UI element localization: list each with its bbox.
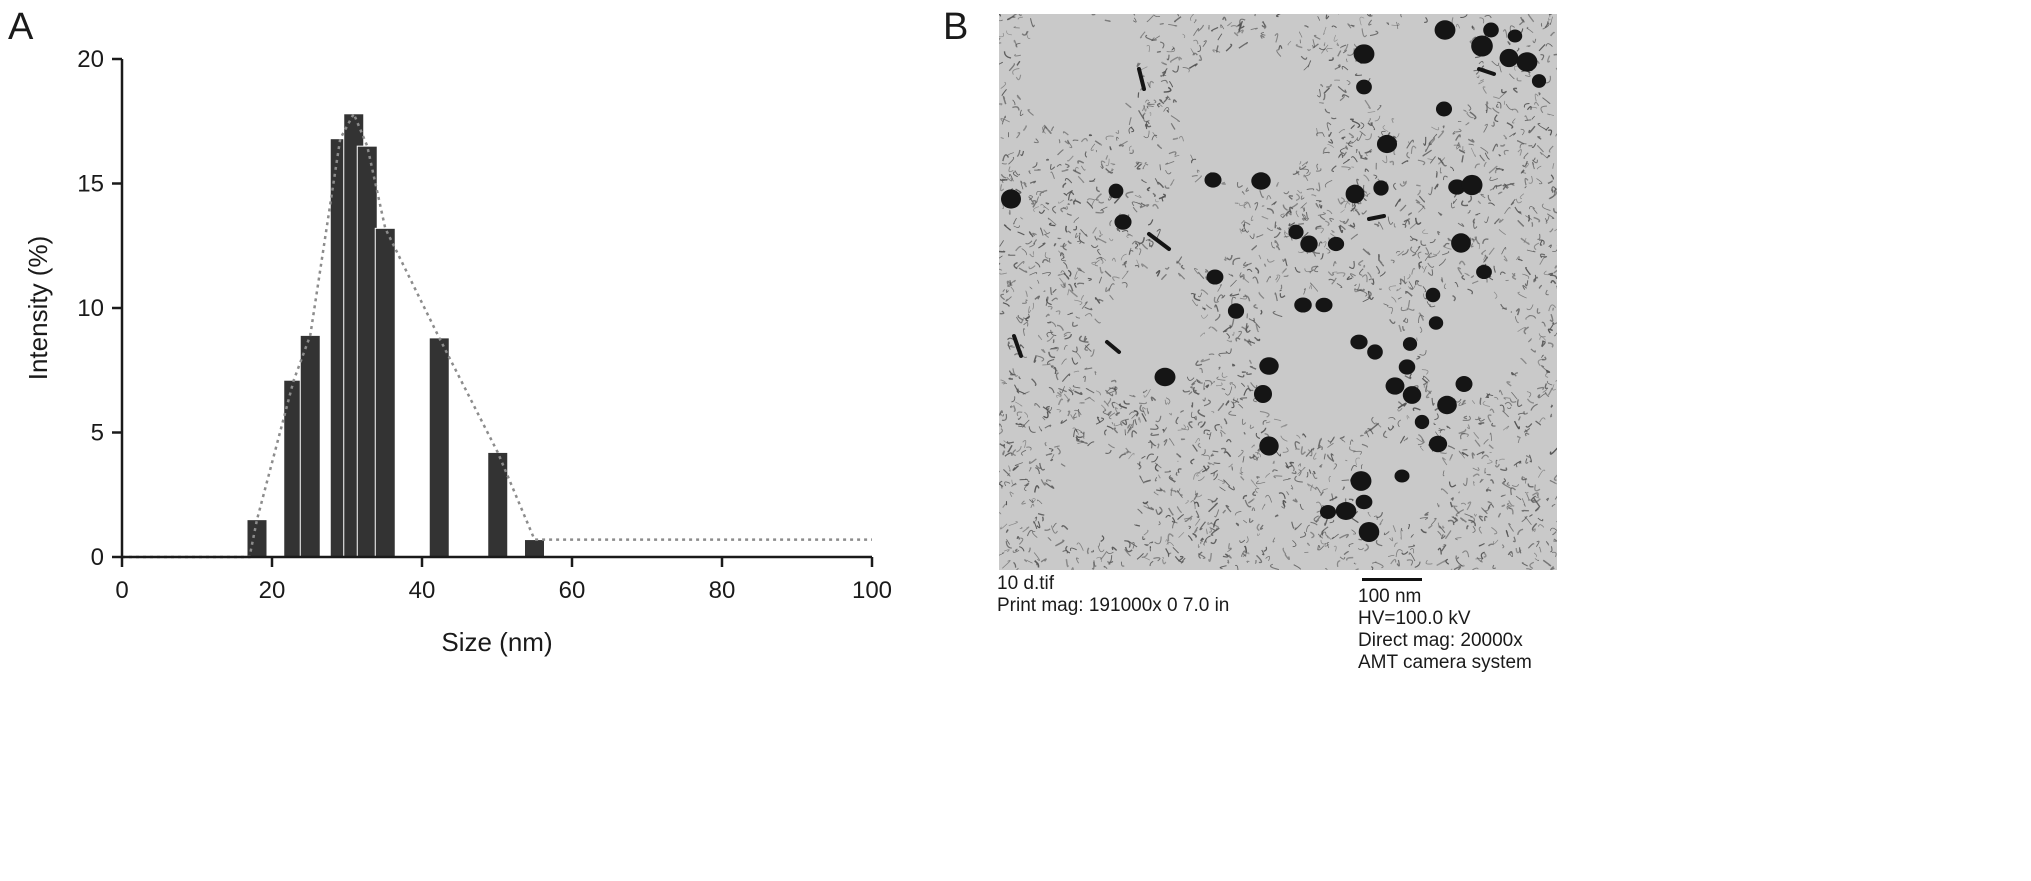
micrograph-caption-right: 100 nm HV=100.0 kV Direct mag: 20000x AM… bbox=[1358, 586, 1532, 674]
scale-bar-label: 100 nm bbox=[1358, 586, 1422, 607]
x-tick-label-0: 0 bbox=[115, 577, 128, 604]
bar-8 bbox=[487, 451, 509, 558]
nanoparticles bbox=[1000, 20, 1547, 543]
size-distribution-chart: 0 20 40 60 80 100 0 5 10 15 20 Size (nm) Intensity… bbox=[23, 46, 892, 657]
bar-2 bbox=[299, 334, 321, 558]
micrograph-caption-left: 10 d.tif Print mag: 191000x 0 7.0 in bbox=[997, 573, 1229, 617]
y-tick-label-15: 15 bbox=[77, 171, 104, 198]
ticks-layer: 0 20 40 60 80 100 0 5 10 15 20 bbox=[77, 46, 892, 604]
x-tick-label-100: 100 bbox=[852, 577, 892, 604]
bar-7 bbox=[428, 337, 450, 558]
x-tick-label-60: 60 bbox=[559, 577, 586, 604]
x-axis-title: Size (nm) bbox=[441, 627, 552, 657]
y-tick-label-0: 0 bbox=[91, 544, 104, 571]
y-tick-label-20: 20 bbox=[77, 46, 104, 73]
camera-label: AMT camera system bbox=[1358, 652, 1532, 673]
x-tick-label-80: 80 bbox=[709, 577, 736, 604]
bar-6 bbox=[374, 227, 396, 558]
tem-micrograph bbox=[999, 14, 1557, 570]
panel-b-label: B bbox=[943, 6, 969, 48]
hv-label: HV=100.0 kV bbox=[1358, 608, 1471, 629]
tem-micrograph-image bbox=[999, 14, 1557, 570]
bars-layer bbox=[246, 113, 545, 558]
file-name: 10 d.tif bbox=[997, 573, 1055, 594]
direct-mag-label: Direct mag: 20000x bbox=[1358, 630, 1523, 651]
scale-bar bbox=[1362, 578, 1422, 581]
x-tick-label-20: 20 bbox=[259, 577, 286, 604]
bar-5 bbox=[356, 145, 378, 558]
bar-9 bbox=[524, 539, 545, 558]
y-tick-label-5: 5 bbox=[91, 420, 104, 447]
print-mag: Print mag: 191000x 0 7.0 in bbox=[997, 595, 1230, 616]
network-texture bbox=[999, 14, 1557, 570]
y-tick-label-10: 10 bbox=[77, 295, 104, 322]
panel-a-label: A bbox=[8, 6, 34, 48]
trend-line bbox=[122, 110, 872, 559]
y-axis-title: Intensity (%) bbox=[23, 236, 53, 381]
x-tick-label-40: 40 bbox=[409, 577, 436, 604]
